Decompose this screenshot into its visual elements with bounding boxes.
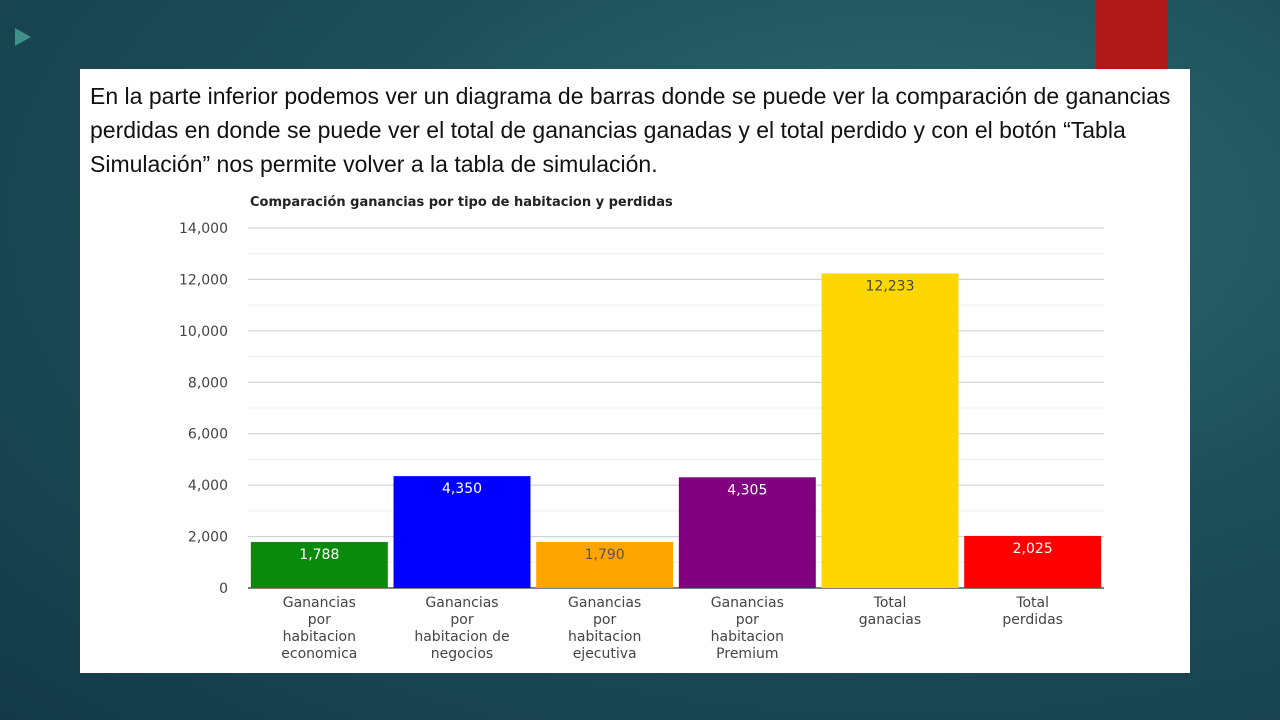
x-tick-label: Total perdidas (1002, 595, 1063, 628)
accent-bar (1096, 0, 1168, 69)
x-tick-label: Total ganacias (859, 595, 921, 628)
bar (964, 535, 1102, 588)
x-tick-label: Ganancias por habitacion economica (281, 595, 357, 662)
content-box: En la parte inferior podemos ver un diag… (80, 69, 1190, 673)
triangle-icon (15, 28, 31, 46)
y-tick-label: 0 (219, 581, 228, 597)
y-tick-label: 6,000 (188, 427, 228, 443)
bar (536, 541, 674, 588)
bar (821, 273, 959, 588)
data-label: 1,788 (299, 547, 339, 563)
y-tick-label: 12,000 (179, 272, 228, 288)
x-tick-label: Ganancias por habitacion Premium (711, 595, 784, 662)
x-tick-label: Ganancias por habitacion ejecutiva (568, 595, 641, 662)
y-tick-label: 8,000 (188, 375, 228, 391)
data-label: 1,790 (585, 547, 625, 563)
y-tick-label: 14,000 (179, 221, 228, 237)
data-label: 4,350 (442, 481, 482, 497)
data-label: 2,025 (1013, 541, 1053, 557)
chart-title: Comparación ganancias por tipo de habita… (250, 195, 673, 210)
bar (250, 542, 388, 588)
bar (678, 477, 816, 588)
data-label: 4,305 (727, 482, 767, 498)
x-tick-label: Ganancias por habitacion de negocios (414, 595, 509, 662)
bar (393, 476, 531, 588)
y-tick-label: 4,000 (188, 478, 228, 494)
y-tick-label: 10,000 (179, 324, 228, 340)
data-label: 12,233 (866, 278, 915, 294)
y-tick-label: 2,000 (188, 530, 228, 546)
description-text: En la parte inferior podemos ver un diag… (90, 83, 1171, 177)
bar-chart: Comparación ganancias por tipo de habita… (179, 195, 1104, 662)
